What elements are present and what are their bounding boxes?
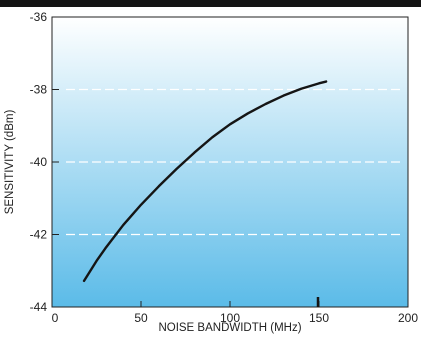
y-tick-label: -44 — [30, 300, 48, 314]
y-tick-label: -36 — [30, 10, 48, 24]
y-tick-label: -42 — [30, 228, 48, 242]
y-axis-ticks: -36 -38 -40 -42 -44 — [30, 10, 59, 314]
y-axis-label: SENSITIVITY (dBm) — [4, 110, 16, 215]
grid-lines — [66, 88, 404, 236]
y-tick-label: -38 — [30, 83, 48, 97]
x-tick-label: 200 — [398, 311, 418, 325]
x-axis-ticks: 0 50 100 150 200 — [51, 301, 418, 325]
x-tick-label: 100 — [220, 311, 240, 325]
x-axis-label: NOISE BANDWIDTH (MHz) — [158, 322, 301, 334]
sensitivity-curve — [82, 80, 328, 283]
x-tick-label: 150 — [309, 311, 329, 325]
x-tick-label: 0 — [52, 311, 59, 325]
top-bar — [0, 0, 421, 7]
x-tick-label: 50 — [134, 311, 148, 325]
y-tick-label: -40 — [30, 155, 48, 169]
